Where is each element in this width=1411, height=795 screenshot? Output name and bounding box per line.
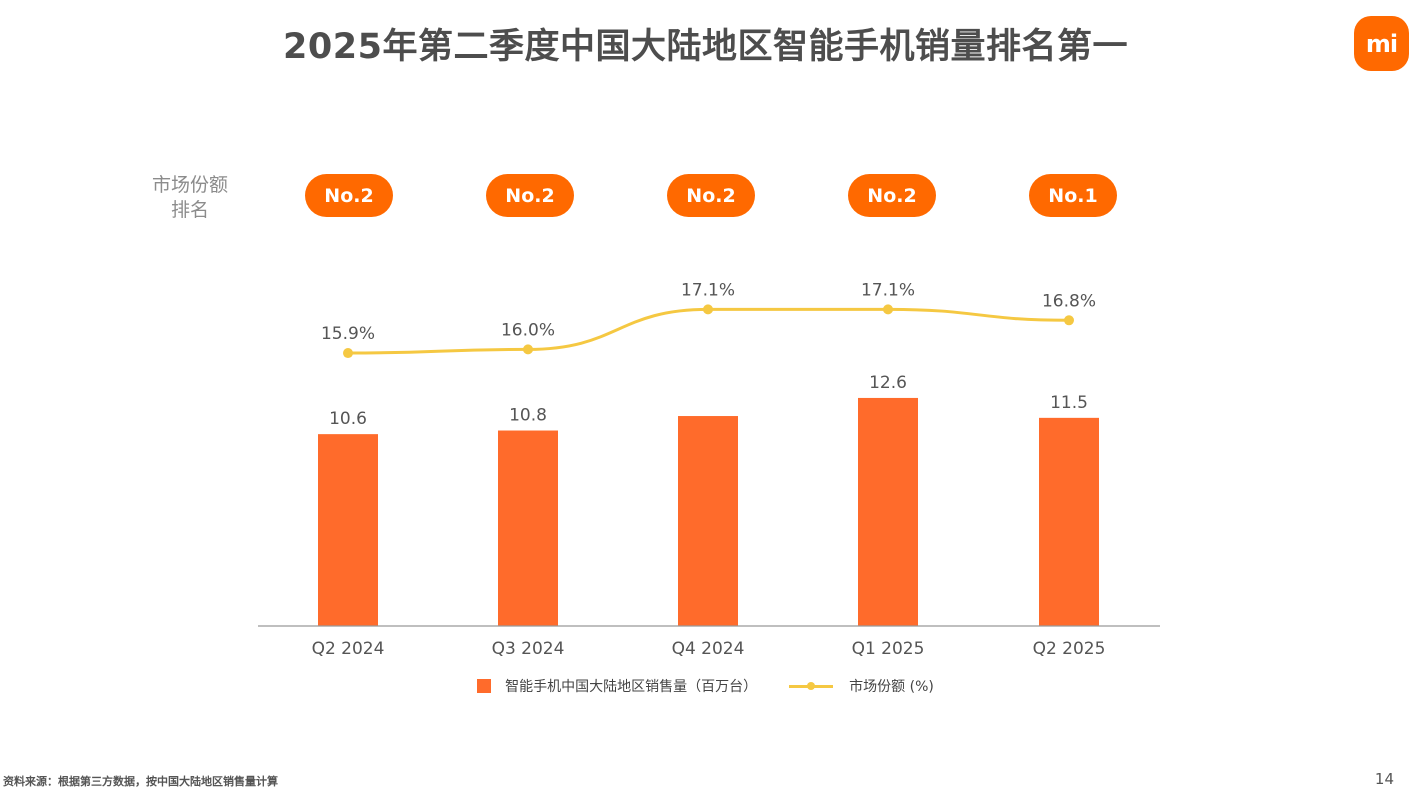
source-note: 资料来源：根据第三方数据，按中国大陆地区销售量计算 xyxy=(3,773,278,789)
bar-label-1: 10.8 xyxy=(509,406,547,426)
bar-label-4: 11.5 xyxy=(1050,393,1088,413)
legend-line-swatch xyxy=(789,685,833,688)
share-label-1: 16.0% xyxy=(501,320,555,340)
share-point-4 xyxy=(1064,315,1074,325)
legend-bar-swatch xyxy=(477,679,491,693)
x-tick-label-0: Q2 2024 xyxy=(312,639,385,659)
share-point-0 xyxy=(343,348,353,358)
x-tick-label-1: Q3 2024 xyxy=(492,639,565,659)
bar-0 xyxy=(318,434,378,626)
x-tick-label-2: Q4 2024 xyxy=(672,639,745,659)
bar-1 xyxy=(498,431,558,626)
chart-legend: 智能手机中国大陆地区销售量（百万台） 市场份额 (%) xyxy=(0,676,1411,696)
share-label-4: 16.8% xyxy=(1042,291,1096,311)
bar-4 xyxy=(1039,418,1099,626)
share-point-2 xyxy=(703,304,713,314)
share-label-3: 17.1% xyxy=(861,280,915,300)
bar-label-0: 10.6 xyxy=(329,409,367,429)
bar-label-3: 12.6 xyxy=(869,373,907,393)
share-point-3 xyxy=(883,304,893,314)
bar-3 xyxy=(858,398,918,626)
bar-2 xyxy=(678,416,738,626)
legend-sales-label: 智能手机中国大陆地区销售量（百万台） xyxy=(505,676,757,696)
x-tick-label-3: Q1 2025 xyxy=(852,639,925,659)
page-number: 14 xyxy=(1375,770,1394,788)
share-line xyxy=(348,309,1069,353)
share-point-1 xyxy=(523,344,533,354)
share-label-2: 17.1% xyxy=(681,280,735,300)
legend-share-label: 市场份额 (%) xyxy=(849,676,934,696)
legend-item-share: 市场份额 (%) xyxy=(789,676,934,696)
legend-item-sales: 智能手机中国大陆地区销售量（百万台） xyxy=(477,676,757,696)
share-label-0: 15.9% xyxy=(321,324,375,344)
x-tick-label-4: Q2 2025 xyxy=(1033,639,1106,659)
